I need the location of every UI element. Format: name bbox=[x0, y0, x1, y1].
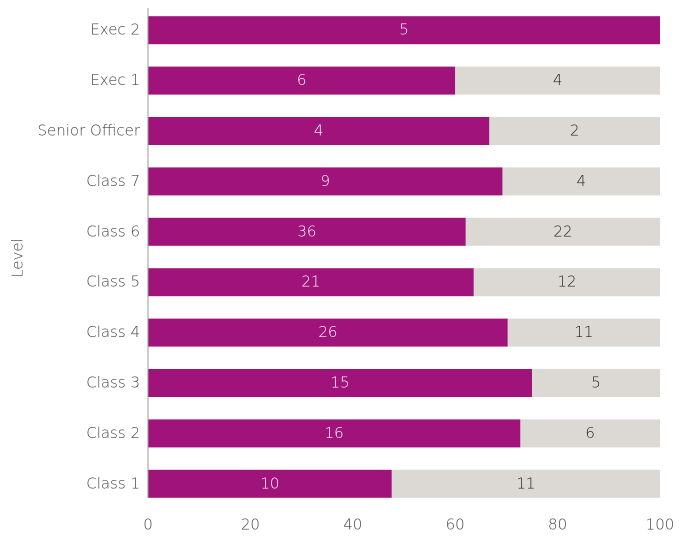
y-tick-label: Exec 2 bbox=[90, 21, 140, 39]
bar-segment bbox=[148, 167, 503, 196]
bar-segment bbox=[148, 217, 466, 246]
data-label: 4 bbox=[576, 172, 586, 190]
x-tick-label: 100 bbox=[646, 516, 675, 534]
y-tick-label: Exec 1 bbox=[90, 71, 140, 89]
y-axis-label: Level bbox=[9, 238, 27, 278]
bar-segment bbox=[502, 167, 660, 196]
bar-segment bbox=[473, 268, 660, 297]
data-label: 9 bbox=[320, 172, 330, 190]
bar-segment bbox=[148, 419, 521, 448]
bar-segment bbox=[148, 117, 490, 145]
data-label: 16 bbox=[325, 424, 344, 442]
x-tick-label: 20 bbox=[241, 516, 260, 534]
data-label: 36 bbox=[297, 222, 316, 240]
data-label: 15 bbox=[330, 374, 349, 392]
bar-segment bbox=[148, 318, 508, 347]
x-tick-label: 80 bbox=[548, 516, 567, 534]
bar-segment bbox=[148, 469, 392, 498]
data-label: 4 bbox=[553, 71, 563, 89]
data-label: 2 bbox=[570, 122, 580, 140]
bar-segment bbox=[455, 66, 660, 95]
data-label: 12 bbox=[557, 273, 576, 291]
y-tick-label: Class 1 bbox=[86, 474, 140, 492]
y-tick-label: Class 5 bbox=[86, 273, 140, 291]
data-label: 10 bbox=[260, 474, 279, 492]
bar-segment bbox=[489, 117, 660, 145]
bar-segment bbox=[148, 66, 456, 95]
y-tick-label: Senior Officer bbox=[38, 122, 141, 140]
data-label: 5 bbox=[399, 21, 409, 39]
bar-segment bbox=[148, 369, 532, 397]
bar-segment bbox=[520, 419, 660, 448]
data-label: 4 bbox=[314, 122, 324, 140]
x-tick-label: 60 bbox=[446, 516, 465, 534]
x-tick-label: 0 bbox=[143, 516, 153, 534]
data-label: 11 bbox=[516, 474, 535, 492]
bar-segment bbox=[532, 369, 660, 397]
bar-segment bbox=[465, 217, 660, 246]
data-label: 6 bbox=[585, 424, 595, 442]
x-tick-label: 40 bbox=[343, 516, 362, 534]
y-tick-label: Class 4 bbox=[86, 323, 140, 341]
y-tick-label: Class 6 bbox=[86, 222, 140, 240]
bar-segment bbox=[507, 318, 660, 347]
bar-segment bbox=[148, 268, 474, 297]
data-label: 22 bbox=[553, 222, 572, 240]
y-tick-label: Class 7 bbox=[86, 172, 140, 190]
data-label: 6 bbox=[297, 71, 307, 89]
y-tick-label: Class 3 bbox=[86, 374, 140, 392]
bar-segment bbox=[148, 16, 660, 45]
y-tick-label: Class 2 bbox=[86, 424, 140, 442]
data-label: 21 bbox=[301, 273, 320, 291]
data-label: 26 bbox=[318, 323, 337, 341]
data-label: 11 bbox=[574, 323, 593, 341]
data-label: 5 bbox=[591, 374, 601, 392]
bar-segment bbox=[391, 469, 660, 498]
